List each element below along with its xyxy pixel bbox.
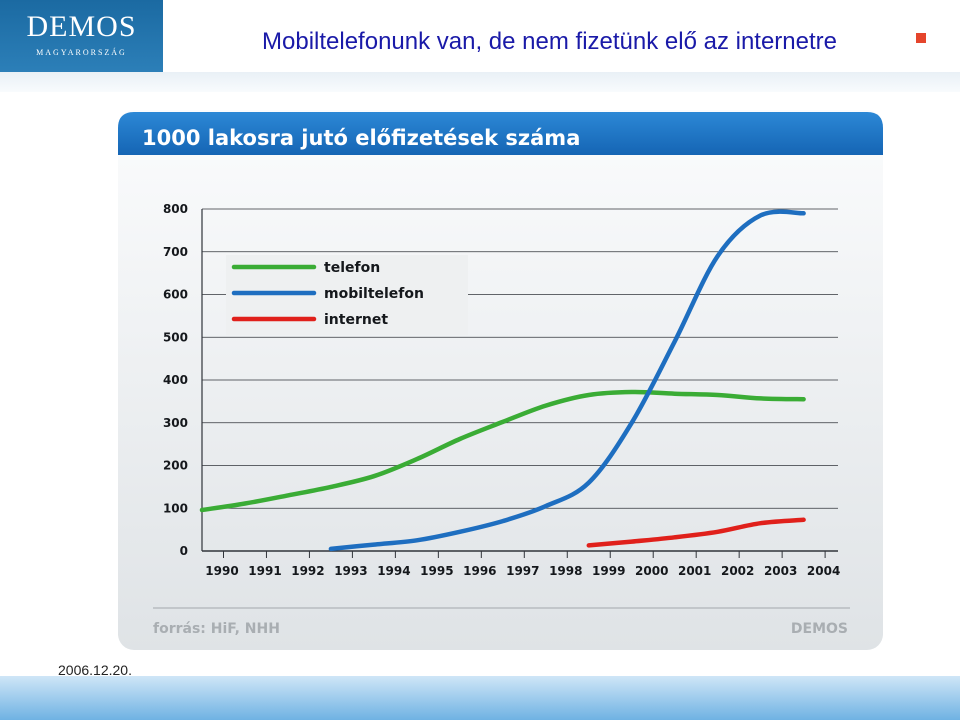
y-tick-label: 100: [163, 501, 188, 515]
legend-label-internet: internet: [324, 312, 388, 328]
x-tick-label: 2000: [635, 564, 668, 578]
x-tick-label: 2004: [807, 564, 840, 578]
chart-source: forrás: HiF, NHH: [153, 621, 280, 637]
demos-logo: DEMOS MAGYARORSZÁG: [0, 0, 163, 72]
footer-band: [0, 676, 960, 720]
x-tick-label: 1992: [291, 564, 324, 578]
title-bullet-icon: [916, 33, 926, 43]
y-tick-label: 800: [163, 202, 188, 216]
chart-title-bar: [118, 112, 883, 155]
y-tick-label: 300: [163, 416, 188, 430]
series-line-mobiltelefon: [328, 209, 806, 552]
chart-brand: DEMOS: [791, 621, 848, 637]
chart-title: 1000 lakosra jutó előfizetések száma: [142, 126, 580, 150]
x-tick-label: 1994: [377, 564, 410, 578]
logo-sub-text: MAGYARORSZÁG: [36, 48, 127, 57]
line-chart: 1000 lakosra jutó előfizetések száma 0 10…: [118, 110, 883, 650]
x-tick-label: 1991: [248, 564, 281, 578]
x-tick-labels: 1990 1991 1992 1993 1994 1995 1996 1997 1998 1999…: [205, 564, 840, 578]
y-tick-label: 700: [163, 245, 188, 259]
x-tick-label: 1997: [506, 564, 539, 578]
y-tick-label: 400: [163, 373, 188, 387]
y-tick-label: 600: [163, 288, 188, 302]
x-tick-label: 1993: [334, 564, 367, 578]
x-tick-label: 2001: [678, 564, 711, 578]
y-tick-label: 500: [163, 330, 188, 344]
x-tick-label: 1995: [420, 564, 453, 578]
legend-label-mobiltelefon: mobiltelefon: [324, 286, 424, 302]
header-band: [0, 72, 960, 92]
slide-title: Mobiltelefonunk van, de nem fizetünk elő…: [262, 28, 838, 55]
series-lines: [199, 209, 806, 552]
logo-main-text: DEMOS: [26, 10, 137, 43]
legend-label-telefon: telefon: [324, 260, 380, 276]
x-tick-label: 1998: [549, 564, 582, 578]
y-tick-label: 0: [180, 544, 188, 558]
x-tick-label: 2002: [721, 564, 754, 578]
chart-legend: telefon mobiltelefon internet: [226, 255, 468, 335]
series-line-internet: [586, 517, 806, 548]
series-line-telefon: [199, 389, 806, 513]
x-tick-label: 1999: [592, 564, 625, 578]
x-tick-marks: [222, 551, 826, 558]
y-tick-label: 200: [163, 459, 188, 473]
chart-card: 1000 lakosra jutó előfizetések száma 0 10…: [98, 95, 898, 655]
x-tick-label: 1990: [205, 564, 238, 578]
footer-date: 2006.12.20.: [58, 662, 132, 678]
x-tick-label: 1996: [463, 564, 496, 578]
x-tick-label: 2003: [764, 564, 797, 578]
y-tick-labels: 0 100 200 300 400 500 600 700 800: [163, 202, 188, 558]
